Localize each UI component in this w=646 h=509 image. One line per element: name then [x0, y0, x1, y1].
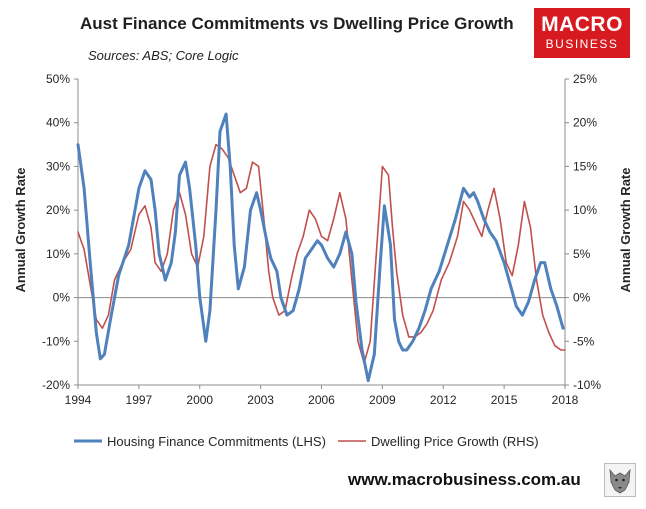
y-axis-left-label: Annual Growth Rate — [13, 168, 28, 293]
wolf-logo-icon — [604, 463, 636, 497]
x-tick-label: 2015 — [491, 393, 518, 407]
y-left-tick-label: 10% — [46, 247, 70, 261]
x-tick-label: 2003 — [247, 393, 274, 407]
x-tick-label: 1994 — [65, 393, 92, 407]
y-left-tick-label: 0% — [53, 291, 71, 305]
y-right-tick-label: 20% — [573, 116, 597, 130]
legend-item-housing-finance-label: Housing Finance Commitments (LHS) — [107, 434, 326, 449]
y-axis-right-label: Annual Growth Rate — [618, 168, 633, 293]
y-left-tick-label: 30% — [46, 159, 70, 173]
y-right-tick-label: 0% — [573, 291, 591, 305]
x-tick-label: 2012 — [430, 393, 457, 407]
y-left-tick-label: -20% — [42, 378, 70, 392]
x-tick-label: 2006 — [308, 393, 335, 407]
chart-legend: Housing Finance Commitments (LHS) Dwellin… — [74, 434, 539, 449]
y-left-tick-label: -10% — [42, 334, 70, 348]
chart-title: Aust Finance Commitments vs Dwelling Pri… — [80, 14, 514, 33]
y-right-tick-label: 10% — [573, 203, 597, 217]
logo-line-1: MACRO — [541, 13, 623, 36]
chart-tick-labels: -20% -10% 0% 10% 20% 30% 40% 50% -10% -5% 0% 5% 10% 1… — [42, 72, 601, 407]
y-right-tick-label: -10% — [573, 378, 601, 392]
logo-line-2: BUSINESS — [545, 37, 619, 51]
x-tick-label: 2009 — [369, 393, 396, 407]
y-left-tick-label: 50% — [46, 72, 70, 86]
y-left-tick-label: 20% — [46, 203, 70, 217]
x-tick-label: 1997 — [126, 393, 153, 407]
y-right-tick-label: 5% — [573, 247, 591, 261]
chart-series — [76, 112, 566, 383]
x-tick-label: 2000 — [186, 393, 213, 407]
y-right-tick-label: -5% — [573, 334, 595, 348]
y-left-tick-label: 40% — [46, 116, 70, 130]
chart-sources: Sources: ABS; Core Logic — [88, 48, 239, 63]
y-right-tick-label: 25% — [573, 72, 597, 86]
legend-item-dwelling-price-label: Dwelling Price Growth (RHS) — [371, 434, 539, 449]
website-url[interactable]: www.macrobusiness.com.au — [348, 470, 581, 489]
y-right-tick-label: 15% — [573, 159, 597, 173]
x-tick-label: 2018 — [552, 393, 579, 407]
series-line-housing-finance — [76, 112, 565, 383]
macrobusiness-logo: MACRO BUSINESS — [534, 8, 630, 58]
